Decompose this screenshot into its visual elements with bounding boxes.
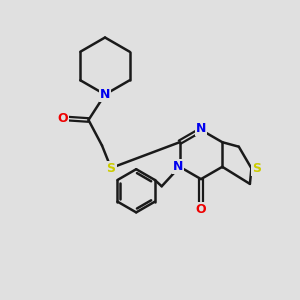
Text: N: N: [173, 160, 183, 173]
Text: N: N: [196, 122, 206, 135]
Text: O: O: [196, 203, 206, 216]
Text: O: O: [58, 112, 68, 125]
Text: S: S: [106, 161, 116, 175]
Text: S: S: [252, 162, 261, 175]
Text: N: N: [100, 88, 110, 101]
